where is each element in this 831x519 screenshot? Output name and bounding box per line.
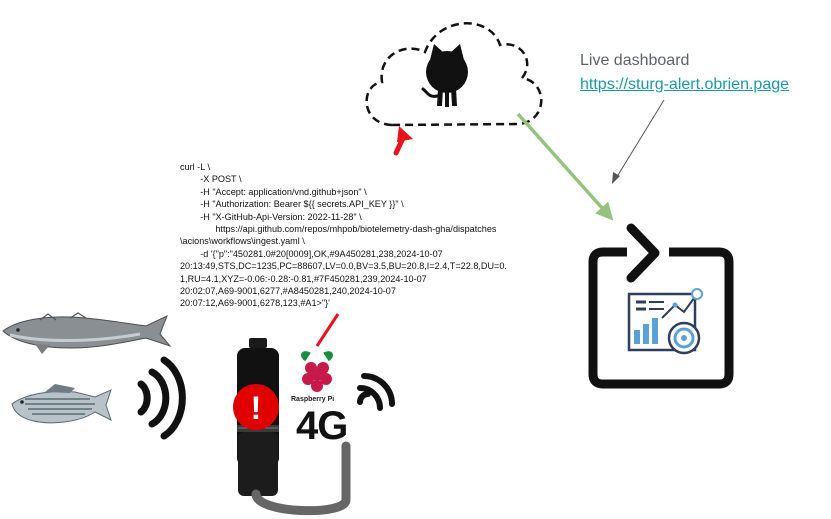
- wireless-signal-icon: [357, 373, 395, 411]
- dashboard-refresh-icon: [588, 223, 734, 389]
- acoustic-signal-icon: [137, 356, 186, 440]
- green-arrow-to-dashboard: [516, 112, 614, 221]
- raspberry-pi-label: Raspberry Pi: [291, 396, 335, 403]
- curl-line: \acions\workflows\ingest.yaml \: [180, 236, 305, 247]
- dashboard-link[interactable]: https://sturg-alert.obrien.page: [580, 76, 790, 93]
- striped-bass-fish-icon: [11, 384, 112, 424]
- curl-line: -X POST \: [180, 174, 242, 185]
- raspberry-pi-icon: [301, 351, 333, 392]
- curl-line: -H "X-GitHub-Api-Version: 2022-11-28" \: [180, 211, 362, 222]
- sturgeon-fish-icon: [2, 312, 172, 354]
- label-pointer-arrow: [614, 99, 665, 181]
- label-pointer-arrowhead: [612, 172, 620, 184]
- alert-symbol: !: [251, 390, 262, 426]
- curl-line: -d '{"p":"450281.0#20[0009],OK,#9A450281…: [180, 248, 443, 259]
- network-4g-label: 4G: [296, 404, 348, 448]
- red-antenna-line: [315, 313, 340, 347]
- curl-line: 20:02:07,A69-9001,6277,#A8450281,240,202…: [180, 286, 396, 297]
- receiver-cable: [251, 441, 351, 516]
- curl-line: -H "Authorization: Bearer ${{ secrets.AP…: [180, 199, 404, 210]
- curl-line: 20:07:12,A69-9001,6278,123,#A1>"}': [180, 298, 330, 309]
- dashboard-label: Live dashboard: [580, 52, 690, 69]
- github-octocat-icon: [421, 44, 468, 107]
- curl-line: curl -L \: [180, 162, 210, 172]
- curl-line: 1,RU=4.1,XYZ=-0.06:-0.28:-0.81,#7F450281…: [180, 273, 427, 284]
- curl-line: https://api.github.com/repos/mhpob/biote…: [180, 224, 497, 235]
- alert-badge-icon: !: [233, 384, 279, 430]
- red-arrow-into-cloud: [393, 126, 413, 156]
- curl-command-block: curl -L \ -X POST \ -H "Accept: applicat…: [180, 161, 525, 310]
- curl-line: 20:13:49,STS,DC=1235,PC=88607,LV=0.0,BV=…: [180, 261, 507, 272]
- cloud-icon: [365, 22, 543, 127]
- curl-line: -H "Accept: application/vnd.github+json"…: [180, 186, 367, 197]
